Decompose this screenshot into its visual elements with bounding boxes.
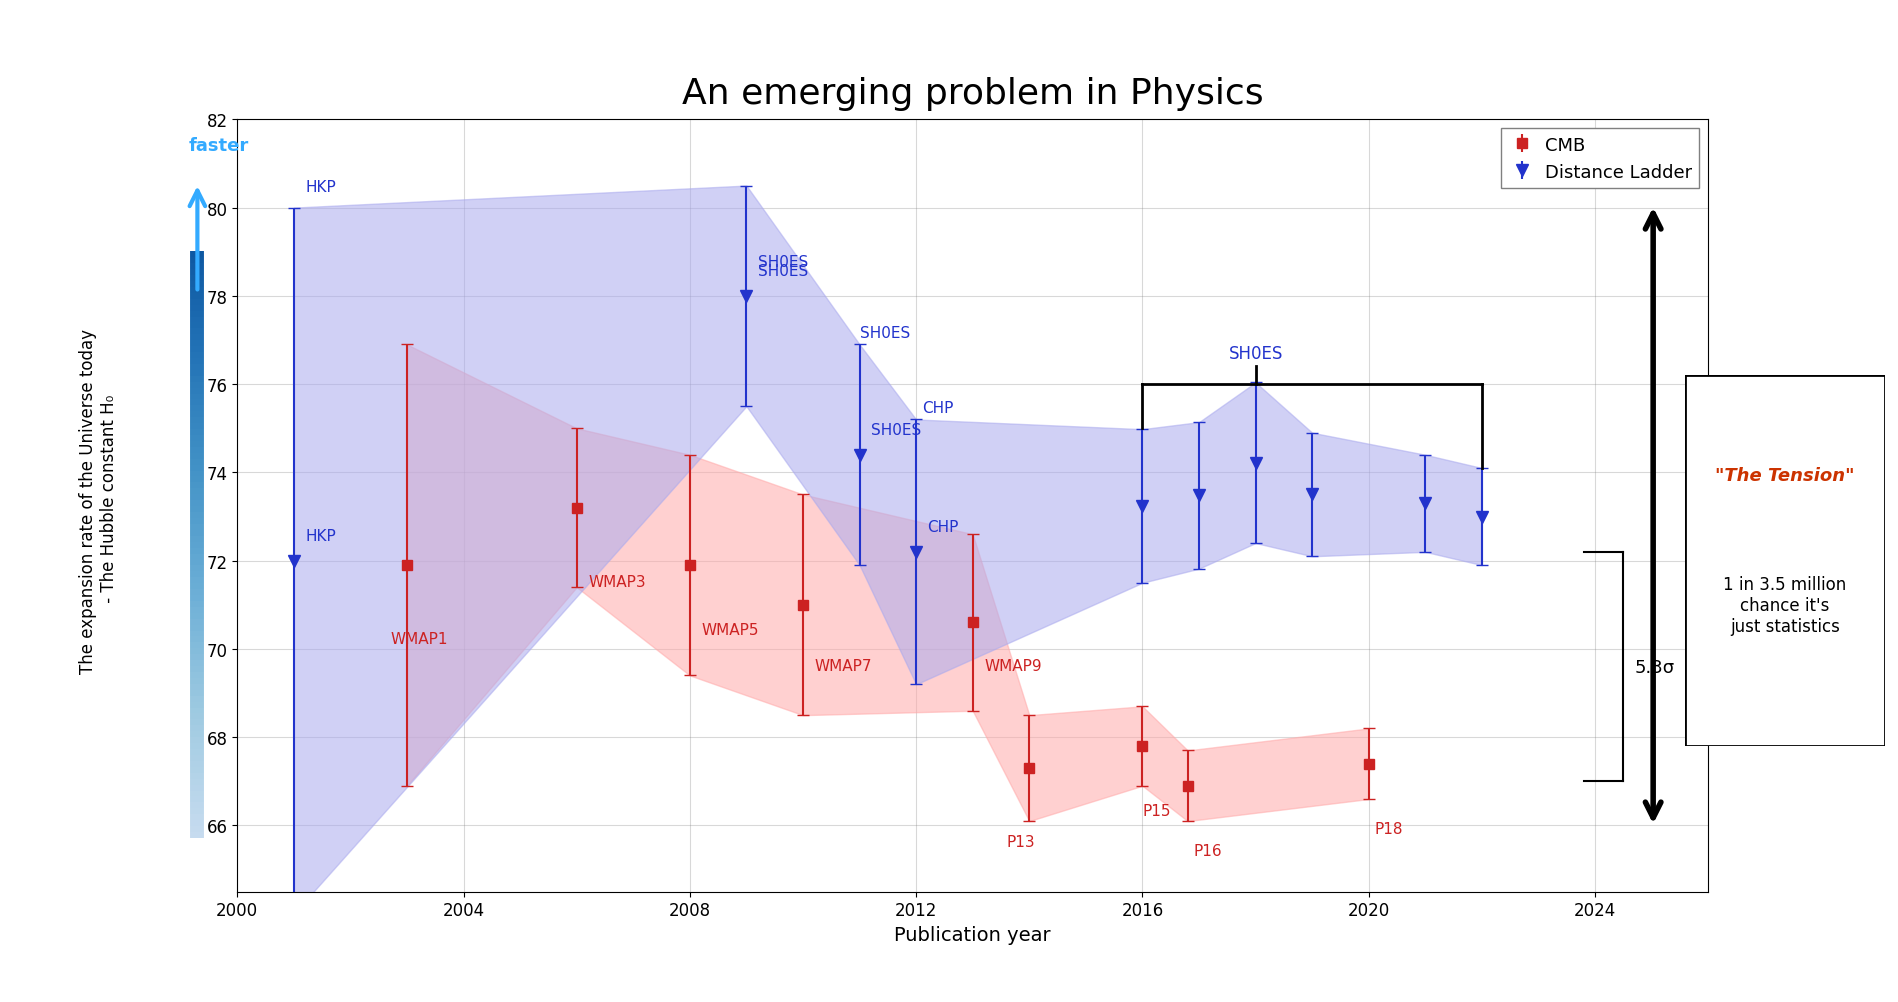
Text: HKP: HKP (306, 528, 336, 543)
Text: P13: P13 (1006, 835, 1034, 850)
Text: WMAP9: WMAP9 (983, 658, 1042, 673)
Text: SH0ES: SH0ES (757, 256, 809, 271)
Text: SH0ES: SH0ES (757, 264, 809, 279)
Text: 1 in 3.5 million
chance it's
just statistics: 1 in 3.5 million chance it's just statis… (1723, 576, 1847, 635)
Text: CHP: CHP (922, 401, 953, 416)
Text: SH0ES: SH0ES (860, 326, 909, 341)
Text: WMAP1: WMAP1 (389, 631, 448, 646)
Text: WMAP7: WMAP7 (814, 658, 871, 673)
Text: P15: P15 (1143, 804, 1171, 819)
Text: WMAP5: WMAP5 (700, 623, 759, 638)
Text: 5.3σ: 5.3σ (1634, 658, 1674, 676)
Text: WMAP3: WMAP3 (588, 574, 645, 589)
Text: P16: P16 (1194, 844, 1222, 859)
Legend: CMB, Distance Ladder: CMB, Distance Ladder (1501, 129, 1699, 188)
Text: SH0ES: SH0ES (871, 423, 921, 438)
Text: "The Tension": "The Tension" (1716, 467, 1854, 485)
Text: P18: P18 (1374, 822, 1403, 837)
Text: HKP: HKP (306, 180, 336, 195)
Text: The expansion rate of the Universe today
 - The Hubble constant H₀: The expansion rate of the Universe today… (80, 329, 118, 673)
Text: SH0ES: SH0ES (1228, 345, 1283, 363)
Title: An emerging problem in Physics: An emerging problem in Physics (681, 76, 1264, 110)
X-axis label: Publication year: Publication year (894, 925, 1051, 944)
Text: faster: faster (188, 137, 249, 155)
Text: CHP: CHP (928, 520, 958, 535)
